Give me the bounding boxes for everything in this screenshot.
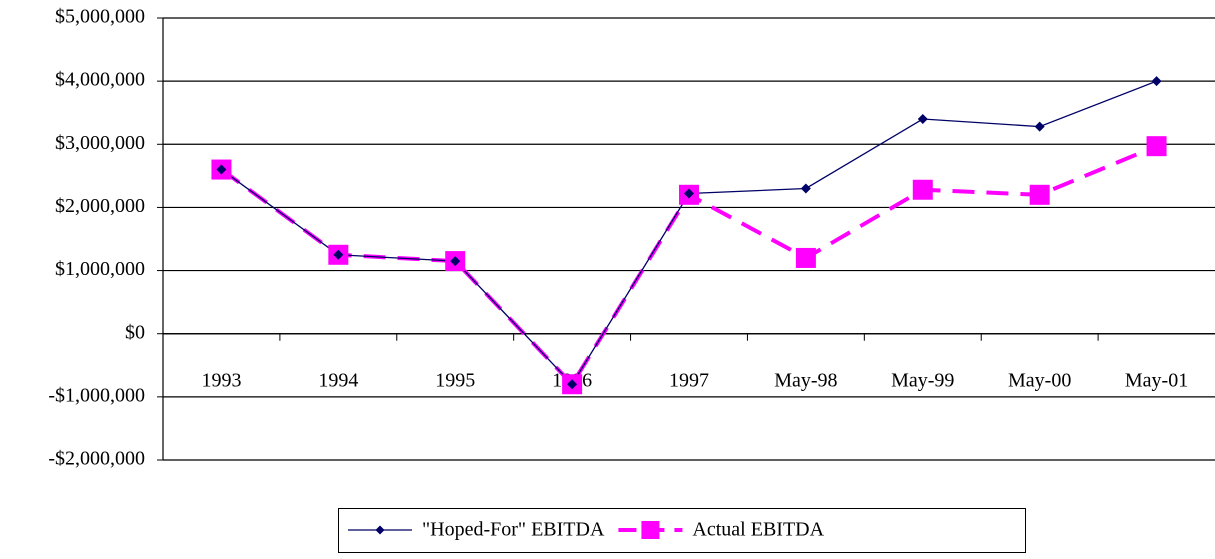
x-tick-label: May-00 — [1008, 369, 1071, 391]
series-line — [221, 80, 1157, 386]
marker — [375, 525, 385, 535]
y-tick-label: -$2,000,000 — [48, 448, 145, 470]
legend-label: Actual EBITDA — [692, 519, 824, 541]
x-tick-label: May-99 — [891, 369, 954, 391]
marker — [641, 521, 660, 539]
marker — [917, 114, 928, 125]
marker — [684, 188, 694, 199]
x-tick-label: 1997 — [669, 369, 709, 391]
y-tick-label: $0 — [125, 321, 145, 343]
y-tick-label: -$1,000,000 — [48, 384, 145, 406]
marker — [800, 183, 811, 194]
x-tick-label: May-98 — [774, 369, 837, 391]
marker — [1029, 184, 1050, 205]
y-tick-label: $1,000,000 — [55, 258, 145, 280]
x-tick-label: 1993 — [201, 369, 241, 391]
legend: "Hoped-For" EBITDA Actual EBITDA — [338, 508, 1026, 553]
x-tick-label: 1995 — [435, 369, 475, 391]
marker — [1146, 136, 1167, 157]
marker — [567, 379, 578, 390]
marker — [1034, 121, 1045, 132]
marker — [795, 247, 816, 268]
series-line — [220, 144, 1158, 388]
y-tick-label: $5,000,000 — [55, 6, 145, 28]
marker — [216, 164, 227, 175]
legend-label: "Hoped-For" EBITDA — [422, 519, 605, 541]
y-tick-label: $2,000,000 — [55, 195, 145, 217]
marker — [450, 256, 461, 267]
x-tick-label: May-01 — [1125, 369, 1188, 391]
x-tick-label: 1994 — [318, 369, 358, 391]
y-tick-label: $4,000,000 — [55, 69, 145, 91]
marker — [333, 249, 344, 260]
y-tick-label: $3,000,000 — [55, 132, 145, 154]
marker — [1151, 76, 1162, 87]
marker — [912, 179, 933, 200]
